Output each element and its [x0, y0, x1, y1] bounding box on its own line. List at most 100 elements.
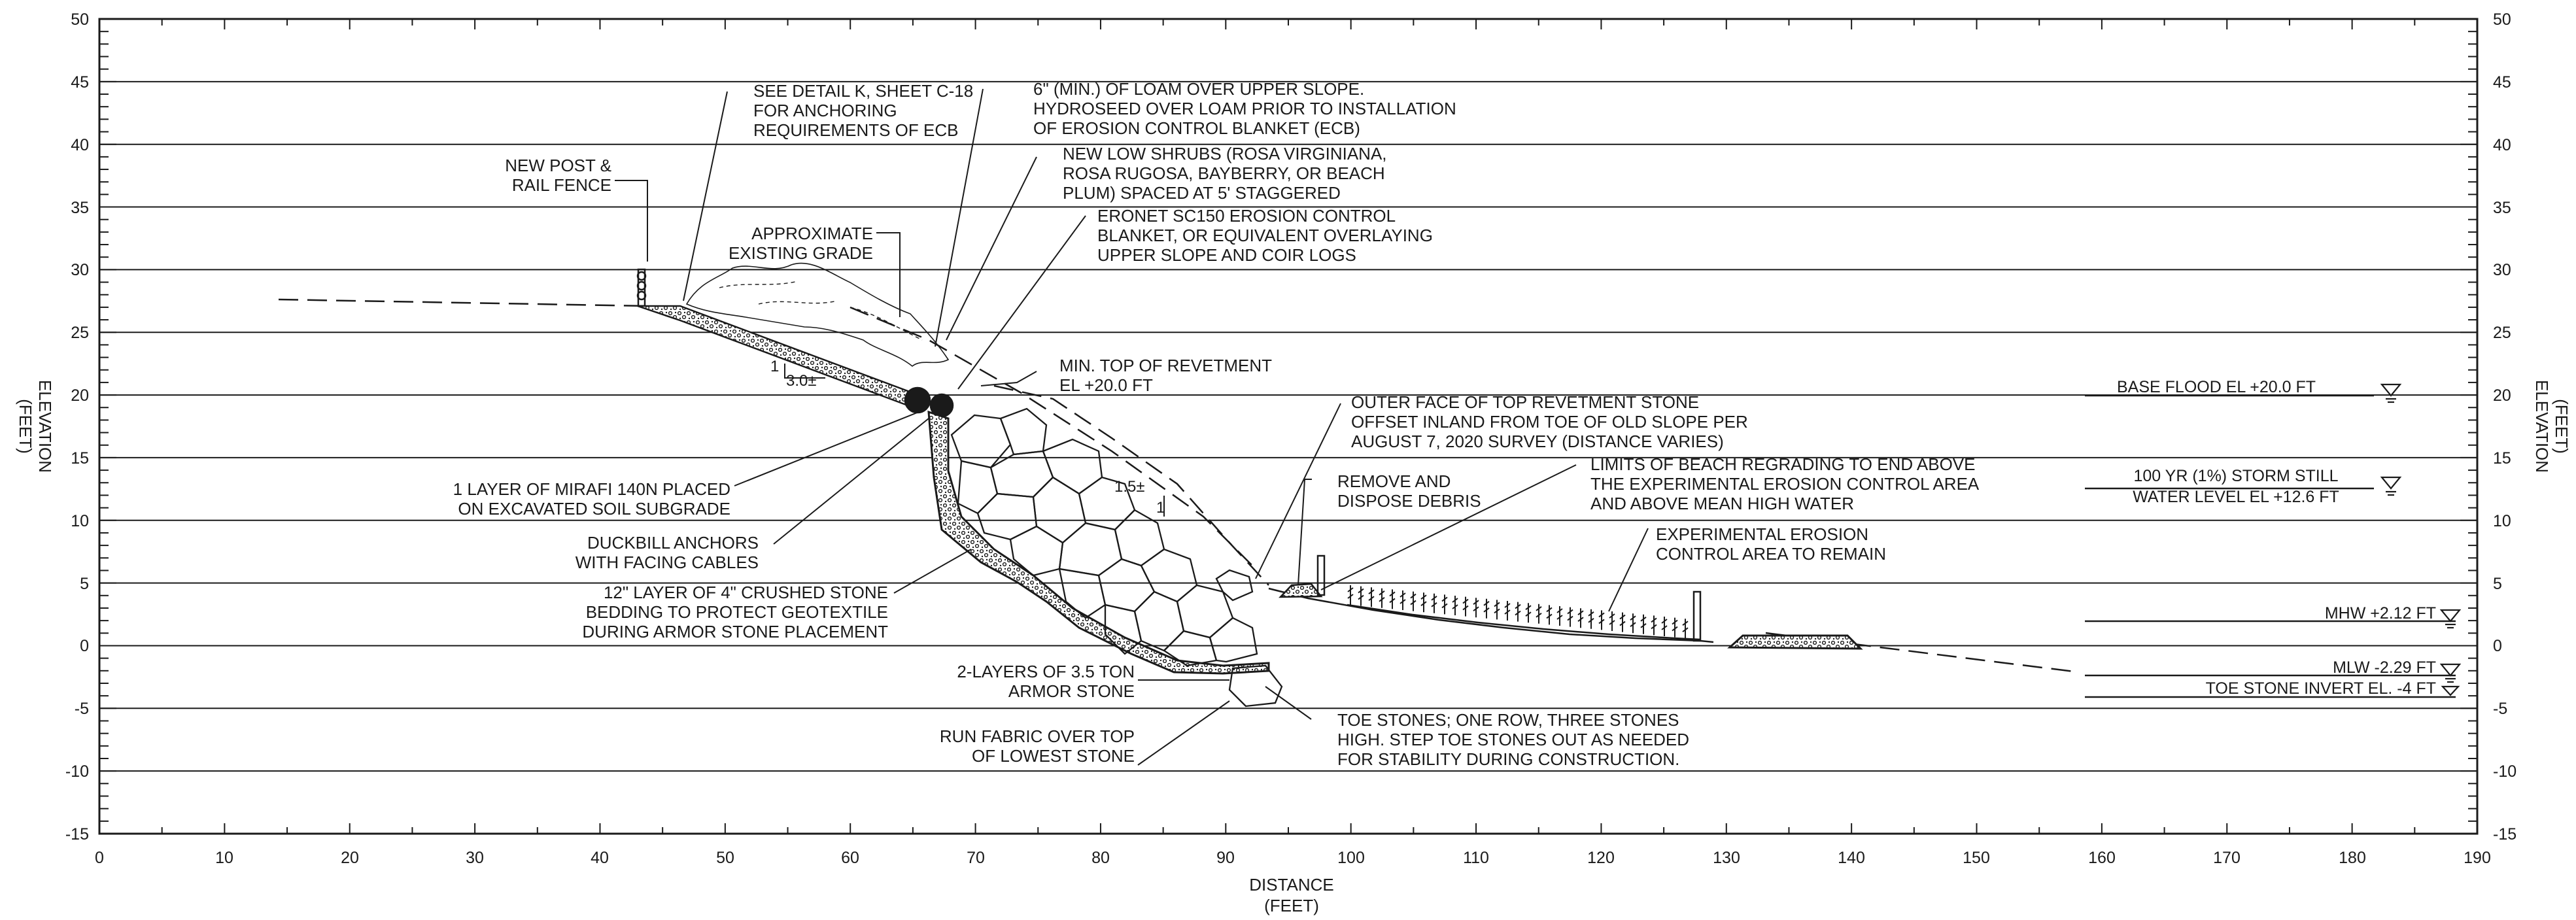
y-tick-label: 45: [2493, 73, 2511, 92]
note-line: BEDDING TO PROTECT GEOTEXTILE: [586, 602, 888, 622]
x-tick-label: 70: [967, 849, 985, 867]
y-tick-label: -15: [2493, 825, 2516, 843]
fabric-note: RUN FABRIC OVER TOP OF LOWEST STONE: [940, 726, 1135, 766]
note-line: 1: [770, 358, 779, 375]
x-tick-label: 80: [1091, 849, 1110, 867]
y-tick-label: 30: [71, 261, 89, 279]
note-line: RUN FABRIC OVER TOP: [940, 726, 1135, 746]
note-line: OFFSET INLAND FROM TOE OF OLD SLOPE PER: [1351, 412, 1748, 432]
eronet-note: ERONET SC150 EROSION CONTROL BLANKET, OR…: [1097, 206, 1433, 265]
note-line: AND ABOVE MEAN HIGH WATER: [1590, 494, 1854, 513]
shrub-texture: [719, 281, 923, 341]
note-line: OF EROSION CONTROL BLANKET (ECB): [1033, 118, 1360, 138]
elevation-grid: [99, 80, 2477, 772]
note-line: AUGUST 7, 2020 SURVEY (DISTANCE VARIES): [1351, 432, 1724, 451]
y-tick-label: 15: [71, 449, 89, 468]
y-tick-label: 0: [80, 637, 89, 655]
x-tick-label: 30: [466, 849, 484, 867]
note-line: OUTER FACE OF TOP REVETMENT STONE: [1351, 392, 1699, 412]
toe-stone: [1228, 664, 1283, 707]
loam-note: 6" (MIN.) OF LOAM OVER UPPER SLOPE. HYDR…: [1033, 79, 1456, 138]
y-tick-label: 20: [71, 386, 89, 405]
note-line: FOR ANCHORING: [753, 101, 897, 120]
note-line: NEW LOW SHRUBS (ROSA VIRGINIANA,: [1063, 144, 1387, 163]
bedding-note: 12" LAYER OF 4" CRUSHED STONE BEDDING TO…: [582, 583, 888, 641]
beach-grass-plant: [1483, 598, 1490, 619]
y-tick-label: 40: [2493, 136, 2511, 154]
water-level-symbols: [2380, 383, 2462, 696]
beach-grass-plant: [1358, 586, 1364, 606]
x-tick-label: 180: [2339, 849, 2366, 867]
note-line: FOR STABILITY DURING CONSTRUCTION.: [1337, 749, 1679, 769]
y-tick-label: 10: [71, 512, 89, 530]
x-tick-label: 60: [841, 849, 859, 867]
y-tick-label: 50: [71, 10, 89, 29]
x-axis-title-unit: (FEET): [1264, 896, 1319, 915]
x-tick-label: 90: [1216, 849, 1235, 867]
fence-post: [636, 268, 647, 307]
y-tick-label: 45: [71, 73, 89, 92]
base-flood-label: BASE FLOOD EL +20.0 FT: [2117, 378, 2316, 396]
x-tick-label: 10: [215, 849, 233, 867]
revetment-slope-line: [993, 384, 1269, 586]
beach-grass-plant: [1682, 619, 1689, 639]
beach-grass-plant: [1494, 600, 1500, 620]
beach-grass-plant: [1420, 592, 1427, 613]
toe-stones-note: TOE STONES; ONE ROW, THREE STONES HIGH. …: [1337, 710, 1689, 769]
x-axis-title: DISTANCE: [1249, 875, 1334, 894]
x-tick-label: 0: [95, 849, 104, 867]
note-line: EXISTING GRADE: [729, 243, 873, 263]
x-tick-label: 130: [1713, 849, 1740, 867]
beach-grass-plant: [1619, 612, 1626, 632]
beach-grass-plant: [1546, 605, 1553, 625]
x-tick-label: 170: [2213, 849, 2241, 867]
debris-post: [1316, 554, 1326, 596]
upper-slope-ratio: 1 3.0±: [770, 358, 817, 390]
y-tick-label: 20: [2493, 386, 2511, 405]
note-line: 1 LAYER OF MIRAFI 140N PLACED: [453, 479, 730, 499]
note-line: BLANKET, OR EQUIVALENT OVERLAYING: [1097, 226, 1433, 245]
y-tick-labels-right: 50 45 40 35 30 25 20 15 10 5 0 -5 -10 -1…: [2493, 10, 2516, 843]
debris-note: REMOVE AND DISPOSE DEBRIS: [1337, 471, 1481, 511]
x-tick-label: 20: [341, 849, 359, 867]
note-line: LIMITS OF BEACH REGRADING TO END ABOVE: [1590, 454, 1976, 474]
beach-grass-plant: [1368, 587, 1375, 607]
note-line: THE EXPERIMENTAL EROSION CONTROL AREA: [1590, 474, 1980, 494]
beach-grass-plant: [1577, 608, 1584, 628]
x-tick-label: 150: [1963, 849, 1990, 867]
note-line: MIN. TOP OF REVETMENT: [1059, 356, 1272, 375]
beach-grass-plant: [1389, 589, 1396, 609]
shrubs-note: NEW LOW SHRUBS (ROSA VIRGINIANA, ROSA RU…: [1063, 144, 1387, 203]
x-tick-label: 120: [1587, 849, 1615, 867]
note-line: WITH FACING CABLES: [575, 553, 759, 572]
x-tick-label: 110: [1463, 849, 1489, 867]
note-line: 3.0±: [786, 372, 817, 390]
y-tick-label: -15: [65, 825, 89, 843]
note-line: APPROXIMATE: [751, 224, 873, 243]
beach-grass-plant: [1525, 603, 1532, 623]
note-line: PLUM) SPACED AT 5' STAGGERED: [1063, 183, 1341, 203]
note-line: EXPERIMENTAL EROSION: [1656, 524, 1868, 544]
beach-profile: [1268, 587, 1714, 643]
beach-grass-plant: [1536, 604, 1542, 624]
experimental-planting-row: [1347, 585, 1689, 639]
armor-stones: [950, 407, 1283, 707]
end-post: [1692, 590, 1702, 642]
y-tick-label: -5: [75, 700, 89, 718]
note-line: 1.5±: [1114, 478, 1145, 496]
storm-label: 100 YR (1%) STORM STILL: [2133, 467, 2338, 485]
beach-grass-plant: [1609, 611, 1615, 631]
axis-ticks: [99, 18, 2478, 834]
beach-grass-plant: [1567, 607, 1573, 627]
note-line: SEE DETAIL K, SHEET C-18: [753, 81, 973, 101]
beach-grass-plant: [1661, 617, 1668, 636]
beach-grass-plant: [1473, 598, 1479, 618]
x-tick-label: 50: [716, 849, 734, 867]
y-tick-label: 5: [80, 575, 89, 593]
mhw-label: MHW +2.12 FT: [2325, 604, 2436, 622]
y-axis-title-right: ELEVATION: [2532, 380, 2552, 473]
y-axis-title-right-unit: (FEET): [2552, 399, 2571, 454]
y-tick-labels-left: 50 45 40 35 30 25 20 15 10 5 0 -5 -10 -1…: [65, 10, 89, 843]
upper-slope-indicator: [784, 364, 825, 379]
